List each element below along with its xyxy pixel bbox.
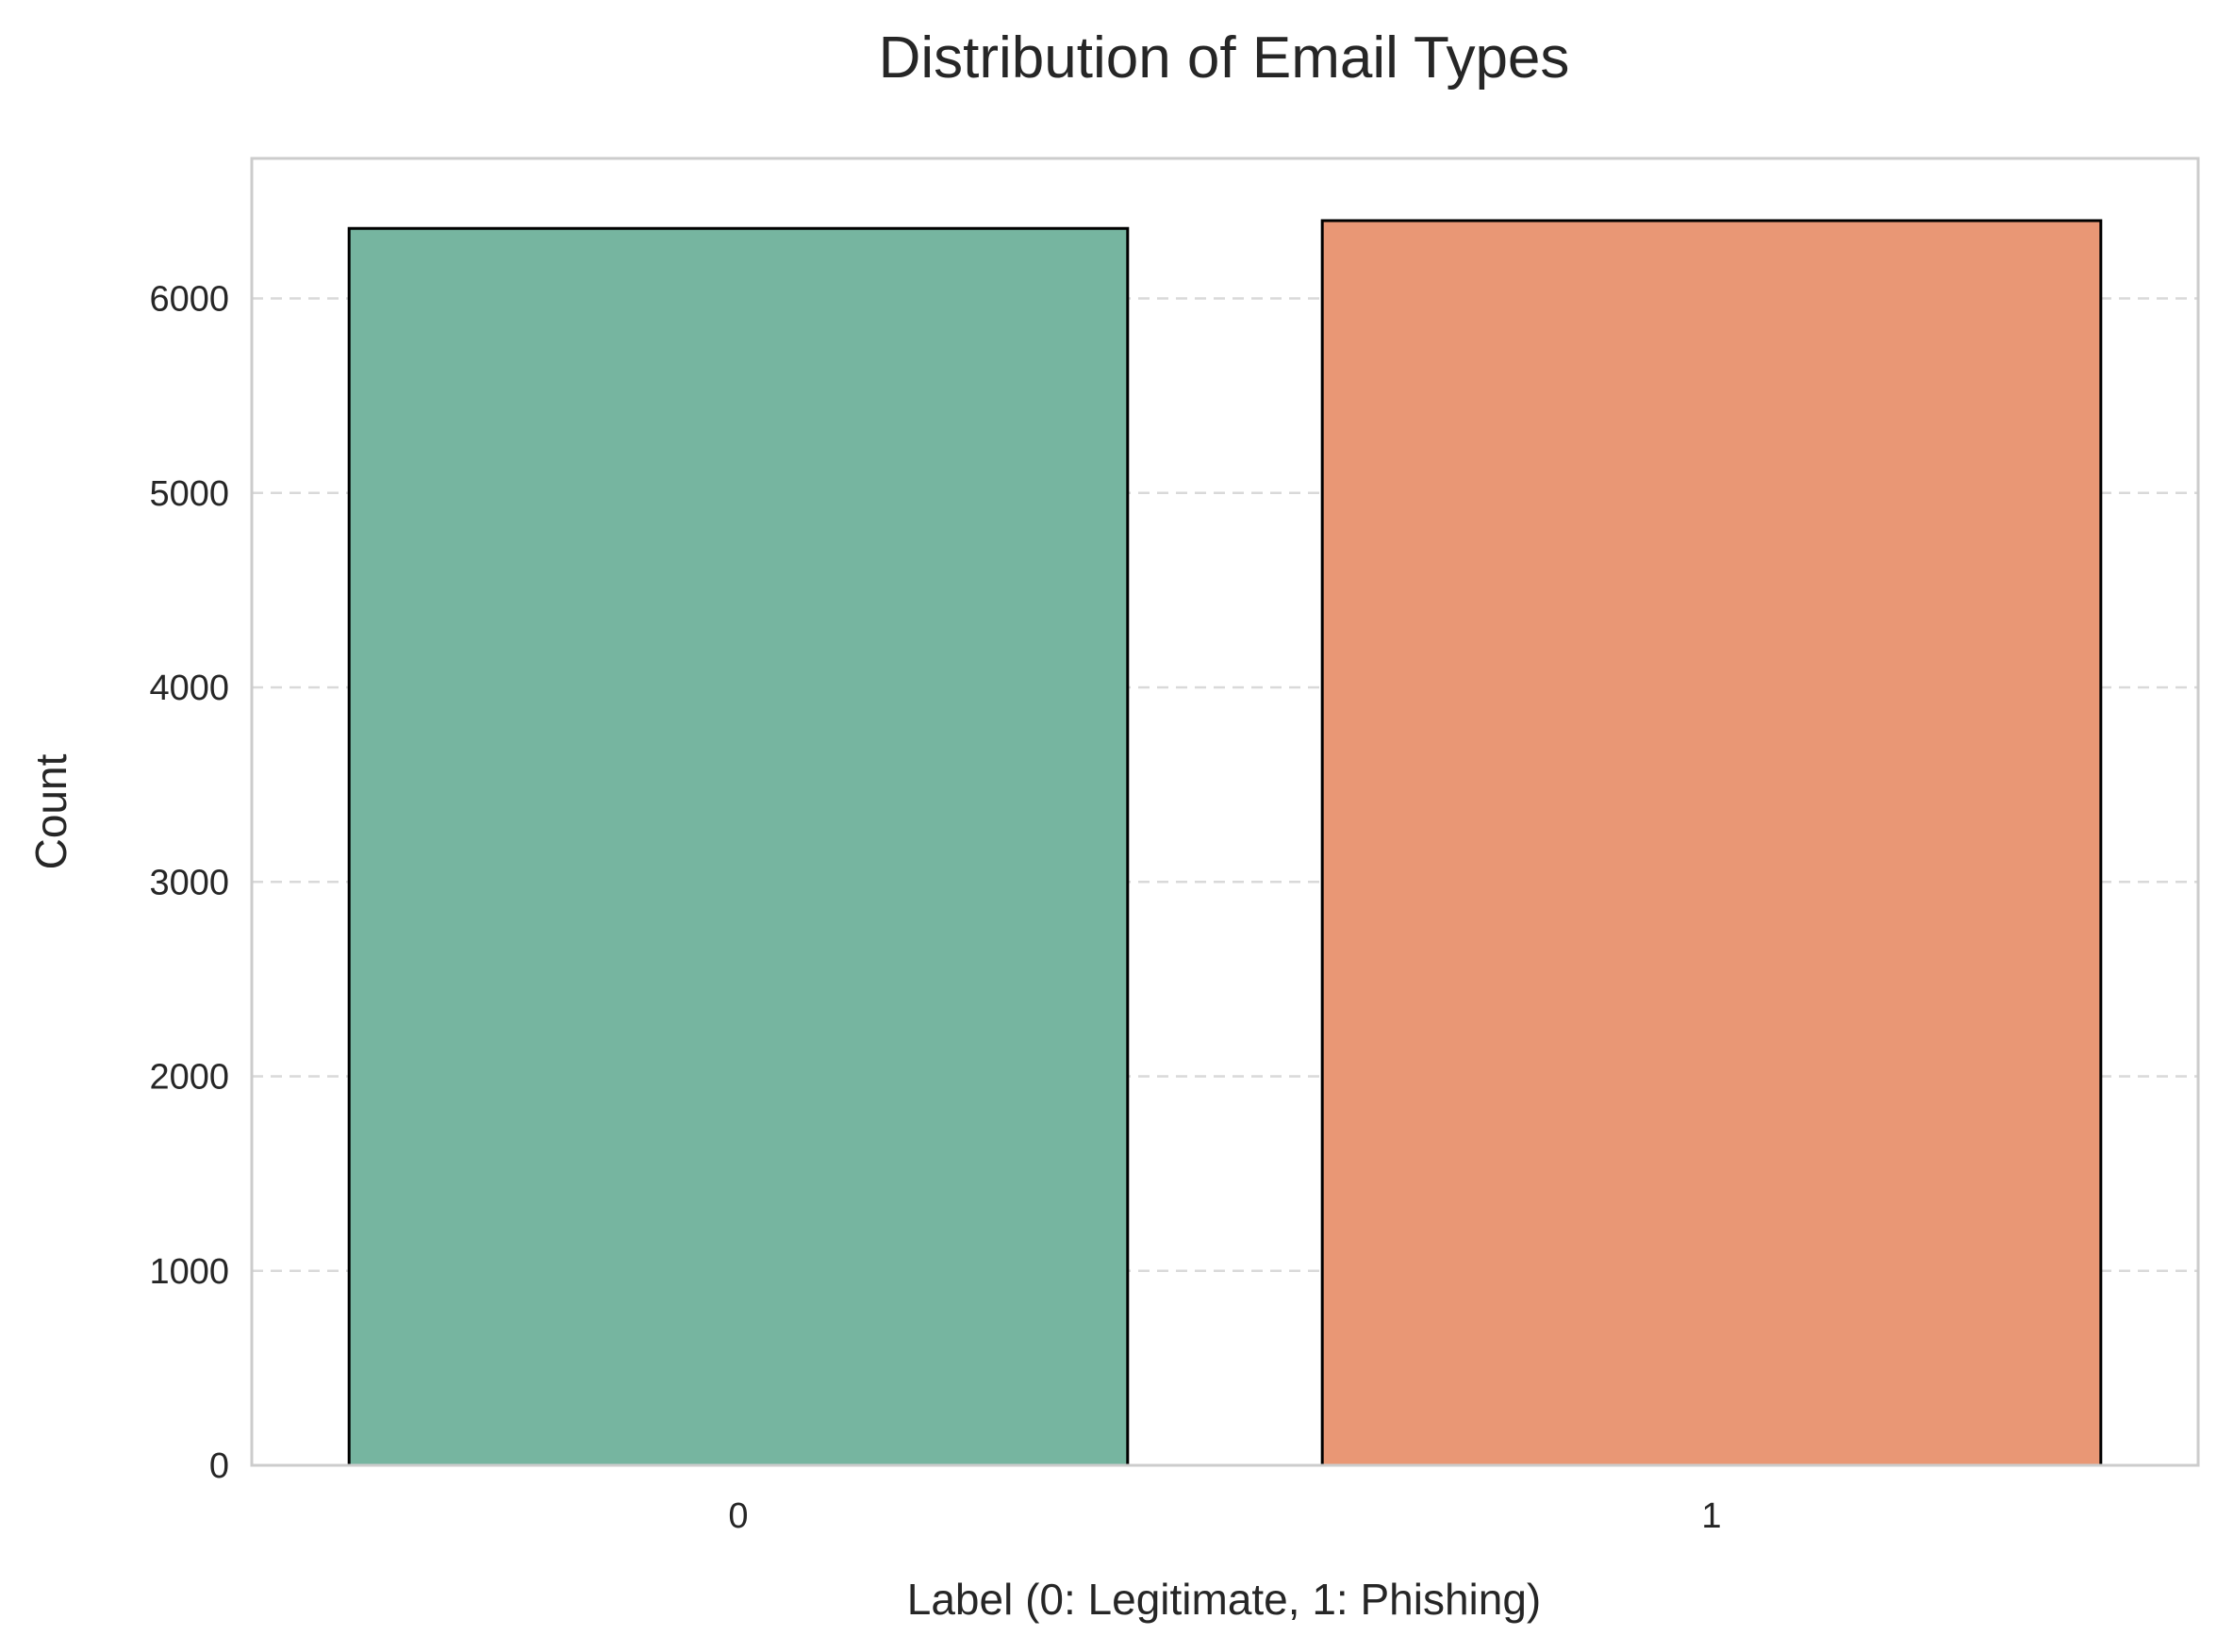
y-tick-labels: 0 1000 2000 3000 4000 5000 6000 bbox=[149, 280, 229, 1487]
y-tick-label-3000: 3000 bbox=[149, 863, 229, 902]
y-tick-label-1000: 1000 bbox=[149, 1252, 229, 1292]
bars bbox=[347, 219, 2103, 1467]
y-tick-label-2000: 2000 bbox=[149, 1058, 229, 1098]
y-tick-label-6000: 6000 bbox=[149, 280, 229, 320]
plot-frame bbox=[250, 157, 2200, 1467]
y-tick-label-0: 0 bbox=[209, 1446, 229, 1486]
chart-title: Distribution of Email Types bbox=[879, 25, 1570, 91]
y-tick-label-5000: 5000 bbox=[149, 474, 229, 514]
bar-0 bbox=[347, 226, 1130, 1467]
x-tick-label-0: 0 bbox=[728, 1496, 748, 1536]
y-axis-label: Count bbox=[26, 753, 75, 869]
y-tick-label-4000: 4000 bbox=[149, 669, 229, 708]
x-tick-label-1: 1 bbox=[1701, 1496, 1721, 1536]
bar-1 bbox=[1320, 219, 2103, 1467]
x-axis-label: Label (0: Legitimate, 1: Phishing) bbox=[907, 1575, 1542, 1624]
